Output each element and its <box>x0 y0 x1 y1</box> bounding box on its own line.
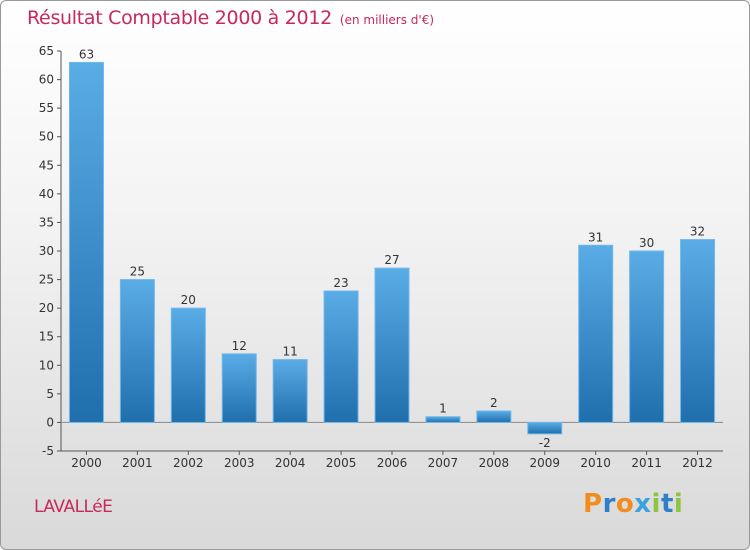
x-tick-label: 2000 <box>71 456 102 470</box>
x-tick-label: 2011 <box>631 456 662 470</box>
x-tick-label: 2001 <box>122 456 153 470</box>
bar-2012 <box>680 239 716 423</box>
value-label-2000: 63 <box>79 47 94 61</box>
x-tick-label: 2003 <box>224 456 255 470</box>
y-tick-label: -5 <box>42 444 54 458</box>
chart-axes: -5 0 5 10 15 20 25 30 35 40 45 50 55 60 65 2000 2001 2002… <box>39 44 723 470</box>
y-tick-label: 65 <box>39 44 54 58</box>
bar-2002 <box>170 307 206 423</box>
x-tick-label: 2006 <box>377 456 408 470</box>
y-tick-label: 60 <box>39 73 54 87</box>
value-label-2005: 23 <box>333 276 348 290</box>
bar-2000 <box>68 61 104 423</box>
y-tick-label: 30 <box>39 244 54 258</box>
proxiti-logo: Proxiti <box>583 489 684 519</box>
bar-2009 <box>527 421 563 435</box>
y-tick-label: 20 <box>39 301 54 315</box>
x-tick-label: 2008 <box>479 456 510 470</box>
x-tick-label: 2002 <box>173 456 204 470</box>
value-label-2006: 27 <box>384 253 399 267</box>
chart-bars <box>68 61 716 435</box>
value-label-2001: 25 <box>130 265 145 279</box>
bar-2006 <box>374 267 410 423</box>
y-tick-label: 50 <box>39 130 54 144</box>
value-label-2004: 11 <box>283 345 298 359</box>
x-tick-label: 2010 <box>580 456 611 470</box>
y-tick-label: 25 <box>39 273 54 287</box>
x-tick-label: 2012 <box>682 456 713 470</box>
bar-2003 <box>221 353 257 423</box>
value-label-2007: 1 <box>439 402 447 416</box>
y-tick-label: 45 <box>39 158 54 172</box>
value-label-2003: 12 <box>232 339 247 353</box>
bar-2001 <box>119 279 155 423</box>
x-tick-label: 2007 <box>428 456 459 470</box>
bar-2004 <box>272 359 308 423</box>
chart-title: Résultat Comptable 2000 à 2012 <box>27 7 332 29</box>
bar-2005 <box>323 290 359 423</box>
bar-2008 <box>476 410 512 423</box>
bar-2011 <box>629 250 665 423</box>
y-tick-label: 40 <box>39 187 54 201</box>
y-tick-label: 0 <box>46 415 54 429</box>
y-tick-label: 55 <box>39 101 54 115</box>
y-tick-label: 10 <box>39 358 54 372</box>
commune-name: LAVALLéE <box>34 497 113 517</box>
value-label-2008: 2 <box>490 396 498 410</box>
value-label-2011: 30 <box>639 236 654 250</box>
value-label-2002: 20 <box>181 293 196 307</box>
x-tick-label: 2009 <box>529 456 560 470</box>
value-label-2009: -2 <box>539 436 551 450</box>
y-tick-label: 35 <box>39 215 54 229</box>
chart-title-block: Résultat Comptable 2000 à 2012 (en millie… <box>27 7 434 29</box>
y-tick-label: 5 <box>46 387 54 401</box>
bar-2007 <box>425 416 461 423</box>
chart-subtitle: (en milliers d'€) <box>339 13 435 27</box>
value-label-2010: 31 <box>588 230 603 244</box>
x-tick-label: 2005 <box>326 456 357 470</box>
value-label-2012: 32 <box>690 225 705 239</box>
bar-2010 <box>578 244 614 423</box>
y-tick-label: 15 <box>39 330 54 344</box>
x-tick-label: 2004 <box>275 456 306 470</box>
